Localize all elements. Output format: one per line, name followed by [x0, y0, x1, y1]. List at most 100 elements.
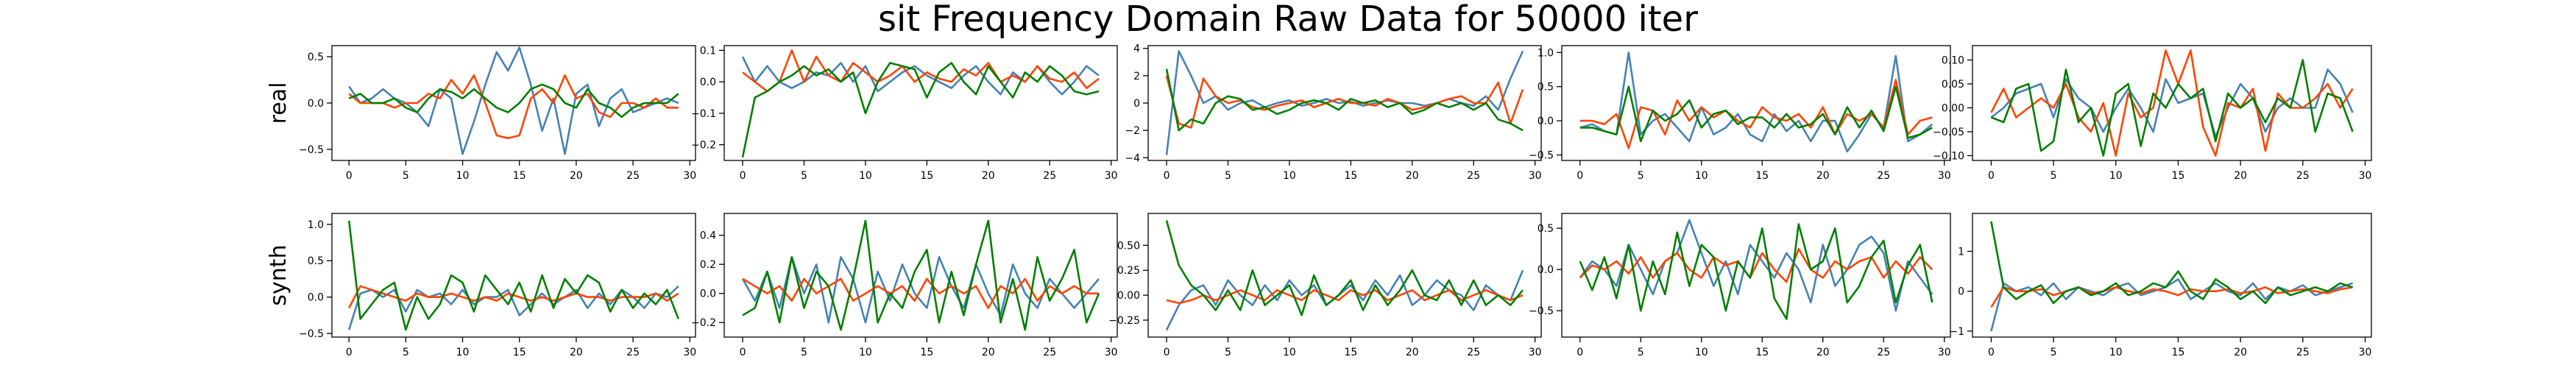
- x-tick-label: 30: [2359, 170, 2372, 182]
- y-tick-label: 0.0: [700, 289, 716, 300]
- x-tick-label: 20: [570, 170, 583, 182]
- subplot-real-1: −0.5 0.0 0.5 0 5 10 15 20 25 30 real: [266, 45, 696, 182]
- x-tick-label: 30: [1529, 170, 1542, 182]
- subplot-real-5: −0.10 −0.05 0.00 0.05 0.10 0 5 10 15 20 25 30: [1933, 45, 2372, 182]
- y-tick-label: 0: [1958, 286, 1964, 298]
- x-tick-label: 25: [1877, 347, 1890, 358]
- y-tick-label: 0.2: [700, 259, 716, 271]
- y-tick-label: 0.5: [308, 52, 324, 63]
- x-tick-label: 30: [1529, 347, 1542, 358]
- x-tick-label: 5: [801, 347, 807, 358]
- x-tick-label: 10: [1283, 347, 1296, 358]
- y-tick-label: 0.50: [1117, 240, 1140, 252]
- x-tick-label: 0: [1577, 347, 1583, 358]
- subplot-real-2: −0.2 −0.1 0.0 0.1 0 5 10 15 20 25 30: [691, 45, 1118, 182]
- y-tick-label: 1.0: [1538, 47, 1554, 59]
- x-tick-label: 10: [456, 170, 470, 182]
- figure-title: sit Frequency Domain Raw Data for 50000 …: [878, 0, 1698, 40]
- axes-frame: [1972, 45, 2372, 161]
- y-tick-label: 2: [1133, 71, 1140, 82]
- y-tick-label: 1: [1958, 246, 1964, 258]
- x-tick-label: 10: [456, 347, 470, 358]
- x-tick-label: 0: [1164, 347, 1170, 358]
- x-tick-label: 10: [2109, 347, 2123, 358]
- x-tick-label: 30: [1938, 347, 1951, 358]
- series-line-green: [1990, 221, 2354, 305]
- y-tick-label: 0.0: [1538, 116, 1554, 127]
- x-tick-label: 25: [626, 170, 640, 182]
- x-tick-label: 0: [1988, 170, 1995, 182]
- x-tick-label: 15: [920, 170, 933, 182]
- x-tick-label: 5: [801, 170, 807, 182]
- subplot-synth-4: −0.5 0.0 0.5 0 5 10 15 20 25 30: [1529, 213, 1951, 358]
- x-tick-label: 10: [2109, 170, 2123, 182]
- x-tick-label: 15: [920, 347, 933, 358]
- y-tick-label: 0.5: [1538, 223, 1554, 235]
- x-tick-label: 25: [1467, 347, 1480, 358]
- series-line-blue: [347, 285, 679, 330]
- x-tick-label: 5: [403, 170, 409, 182]
- x-tick-label: 10: [1695, 347, 1708, 358]
- axes-frame: [331, 45, 696, 161]
- y-tick-label: 0.1: [700, 45, 716, 57]
- x-tick-label: 10: [1695, 170, 1708, 182]
- axes-frame: [723, 45, 1118, 161]
- series-line-blue: [348, 46, 679, 155]
- x-tick-label: 15: [1344, 170, 1357, 182]
- x-tick-label: 0: [1577, 170, 1583, 182]
- y-tick-label: −0.5: [299, 144, 324, 156]
- x-tick-label: 15: [513, 170, 526, 182]
- axes-frame: [1147, 45, 1542, 161]
- x-tick-label: 0: [346, 347, 353, 358]
- x-tick-label: 5: [1225, 170, 1231, 182]
- y-tick-label: −1: [1949, 326, 1964, 338]
- x-tick-label: 5: [2050, 347, 2057, 358]
- series-line-orange: [348, 74, 679, 140]
- x-tick-label: 30: [1938, 170, 1951, 182]
- subplot-grid: −0.50.00.50 5 10 15 20 25 30real−0.2−0.10.00.1…: [266, 43, 2372, 358]
- y-tick-label: 0.0: [308, 98, 324, 110]
- series-line-green: [1990, 59, 2354, 157]
- x-tick-label: 15: [1755, 347, 1769, 358]
- y-tick-label: −0.25: [1108, 315, 1140, 327]
- x-tick-label: 20: [1406, 170, 1419, 182]
- x-tick-label: 25: [1467, 170, 1480, 182]
- x-tick-label: 0: [346, 170, 353, 182]
- series-line-green: [741, 62, 1100, 158]
- x-tick-label: 25: [626, 347, 640, 358]
- series-line-green: [1165, 68, 1524, 132]
- series-line-green: [742, 219, 1100, 331]
- series-line-green: [347, 220, 680, 331]
- x-tick-label: 25: [1043, 170, 1056, 182]
- x-tick-label: 15: [2172, 347, 2185, 358]
- x-tick-label: 20: [1816, 347, 1830, 358]
- x-tick-label: 15: [1344, 347, 1357, 358]
- series-line-orange: [742, 49, 1100, 93]
- series-line-blue: [741, 255, 1100, 324]
- x-tick-label: 15: [2172, 170, 2185, 182]
- y-tick-label: −0.5: [299, 328, 324, 340]
- y-tick-label: 0.5: [308, 255, 324, 267]
- x-tick-label: 10: [1283, 170, 1296, 182]
- subplot-synth-1: −0.5 0.0 0.5 1.0 0 5 10 15 20 25 30 synth: [266, 213, 696, 358]
- y-tick-label: −0.5: [1529, 150, 1554, 162]
- axes-frame: [1561, 213, 1951, 338]
- y-tick-label: −0.1: [691, 108, 716, 120]
- x-tick-label: 20: [1406, 347, 1419, 358]
- y-axis-label: synth: [266, 244, 291, 305]
- x-tick-label: 20: [570, 347, 583, 358]
- x-tick-label: 30: [2359, 347, 2372, 358]
- series-line-green: [348, 83, 679, 118]
- axes-frame: [331, 213, 696, 338]
- x-tick-label: 20: [2234, 347, 2247, 358]
- axes-frame: [1561, 45, 1951, 161]
- x-tick-label: 10: [859, 347, 872, 358]
- y-tick-label: −2: [1125, 125, 1140, 137]
- x-tick-label: 25: [2296, 170, 2310, 182]
- x-tick-label: 0: [740, 170, 746, 182]
- y-tick-label: 0.0: [1538, 264, 1554, 276]
- x-tick-label: 30: [1105, 170, 1118, 182]
- y-tick-label: 0.0: [700, 77, 716, 88]
- x-tick-label: 20: [982, 170, 995, 182]
